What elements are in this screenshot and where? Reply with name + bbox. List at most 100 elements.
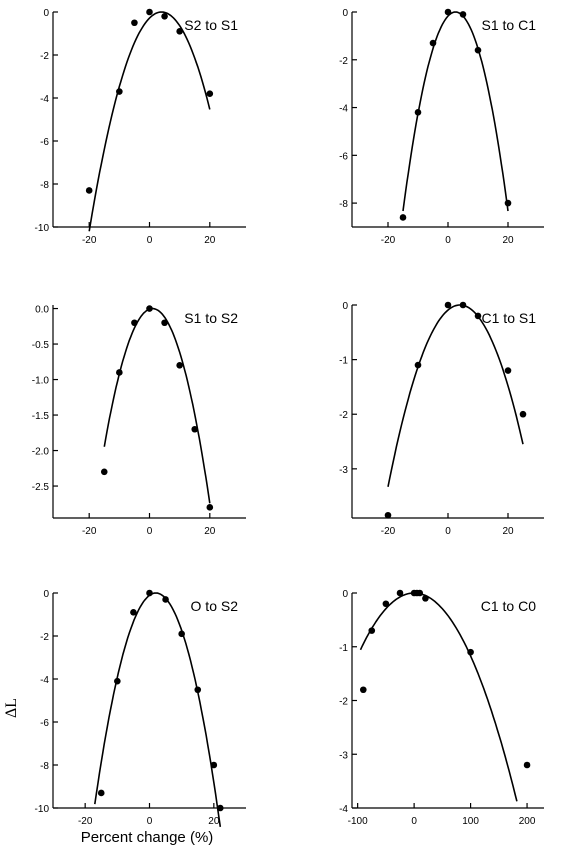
- data-point: [146, 305, 153, 312]
- x-tick-label: 20: [204, 526, 216, 537]
- data-point: [467, 648, 474, 656]
- data-point: [474, 312, 482, 320]
- x-tick-label: -20: [78, 816, 93, 827]
- data-point: [474, 46, 482, 54]
- data-point: [368, 627, 376, 634]
- y-tick-label: -3: [339, 750, 348, 761]
- y-tick-label: -1.5: [32, 411, 50, 422]
- data-point: [161, 12, 168, 20]
- data-point: [429, 39, 437, 47]
- y-tick-label: -2: [339, 410, 348, 421]
- data-point: [459, 301, 467, 309]
- data-point: [100, 468, 108, 476]
- data-point: [97, 789, 105, 797]
- data-point: [130, 609, 137, 616]
- y-tick-label: -2.5: [32, 482, 50, 493]
- x-tick-label: 0: [445, 235, 451, 246]
- panel-title: S1 to C1: [482, 17, 537, 33]
- data-point: [382, 600, 390, 608]
- data-point: [384, 511, 392, 519]
- fit-curve: [94, 592, 222, 828]
- y-tick-label: -8: [339, 199, 348, 210]
- y-tick-label: -2: [40, 51, 49, 62]
- y-tick-label: 0: [43, 589, 49, 600]
- data-point: [459, 11, 467, 18]
- panel-6: 0 -1 -2 -3 -4-100 0 100 200 C1 to C0: [339, 589, 544, 827]
- data-point: [194, 686, 202, 694]
- panel-title: C1 to C0: [481, 598, 536, 614]
- panel-title: S2 to S1: [184, 17, 238, 33]
- data-point: [176, 362, 183, 369]
- y-tick-label: -4: [339, 104, 348, 115]
- y-axis-label: ΔL: [3, 698, 20, 718]
- data-point: [396, 589, 404, 597]
- data-point: [523, 761, 531, 769]
- y-tick-label: -3: [339, 465, 348, 476]
- y-tick-label: 0: [342, 301, 348, 312]
- data-point: [146, 8, 153, 16]
- panel-title: C1 to S1: [482, 310, 537, 326]
- x-tick-label: 0: [147, 526, 153, 537]
- x-tick-label: -100: [348, 816, 368, 827]
- data-point: [416, 589, 424, 597]
- panel-3: 0.0 -0.5 -1.0 -1.5 -2.0 -2.5 -20 0 20 S1 to S2: [32, 305, 246, 537]
- data-point: [161, 319, 168, 327]
- data-point: [216, 804, 224, 812]
- panel-5: 0 -2 -4 -6 -8 -10 -20 0 20 O to S2: [35, 589, 246, 828]
- y-tick-label: -1: [339, 356, 348, 367]
- fit-curve: [88, 11, 211, 232]
- panel-title: O to S2: [191, 598, 239, 614]
- y-tick-label: -10: [35, 223, 50, 234]
- y-tick-label: -1.0: [32, 376, 50, 387]
- data-point: [399, 214, 407, 221]
- y-tick-label: -2: [339, 697, 348, 708]
- data-point: [359, 686, 367, 694]
- x-tick-label: 0: [147, 235, 153, 246]
- y-tick-label: -6: [40, 137, 49, 148]
- data-point: [116, 88, 123, 95]
- data-point: [414, 361, 422, 369]
- data-point: [519, 410, 527, 418]
- data-point: [85, 187, 93, 194]
- data-point: [116, 369, 123, 376]
- y-tick-label: -6: [40, 718, 49, 729]
- data-point: [114, 677, 121, 685]
- fit-curve: [103, 307, 211, 504]
- y-tick-label: -6: [339, 151, 348, 162]
- panel-2: 0 -2 -4 -6 -8 -20 0 20 S1 to C1: [339, 8, 544, 246]
- panel-4: 0 -1 -2 -3 -20 0 20 C1 to S1: [339, 301, 544, 537]
- x-tick-label: 0: [411, 816, 417, 827]
- x-tick-label: -20: [381, 235, 396, 246]
- x-tick-label: 0: [147, 816, 153, 827]
- panel-title: S1 to S2: [184, 310, 238, 326]
- y-tick-label: -2.0: [32, 447, 50, 458]
- data-point: [131, 319, 138, 327]
- data-point: [422, 595, 429, 602]
- fit-curve: [359, 592, 518, 802]
- data-point: [146, 589, 153, 597]
- data-point: [210, 761, 218, 769]
- data-point: [504, 367, 512, 374]
- data-point: [414, 109, 422, 116]
- x-tick-label: 200: [519, 816, 536, 827]
- data-point: [444, 301, 452, 309]
- y-tick-label: -4: [40, 675, 49, 686]
- data-point: [176, 28, 183, 35]
- x-tick-label: 20: [502, 526, 514, 537]
- y-tick-label: 0: [43, 8, 49, 19]
- data-point: [162, 596, 169, 603]
- y-tick-label: -0.5: [32, 340, 50, 351]
- y-tick-label: -10: [35, 804, 50, 815]
- y-tick-label: 0: [342, 589, 348, 600]
- fit-curve: [402, 11, 509, 212]
- y-tick-label: 0: [342, 8, 348, 19]
- y-tick-label: -2: [339, 56, 348, 67]
- data-point: [444, 8, 452, 16]
- y-tick-label: -8: [40, 761, 49, 772]
- y-tick-label: -8: [40, 180, 49, 191]
- data-point: [191, 425, 199, 433]
- y-tick-label: -1: [339, 643, 348, 654]
- x-tick-label: 20: [204, 235, 216, 246]
- x-tick-label: -20: [82, 235, 97, 246]
